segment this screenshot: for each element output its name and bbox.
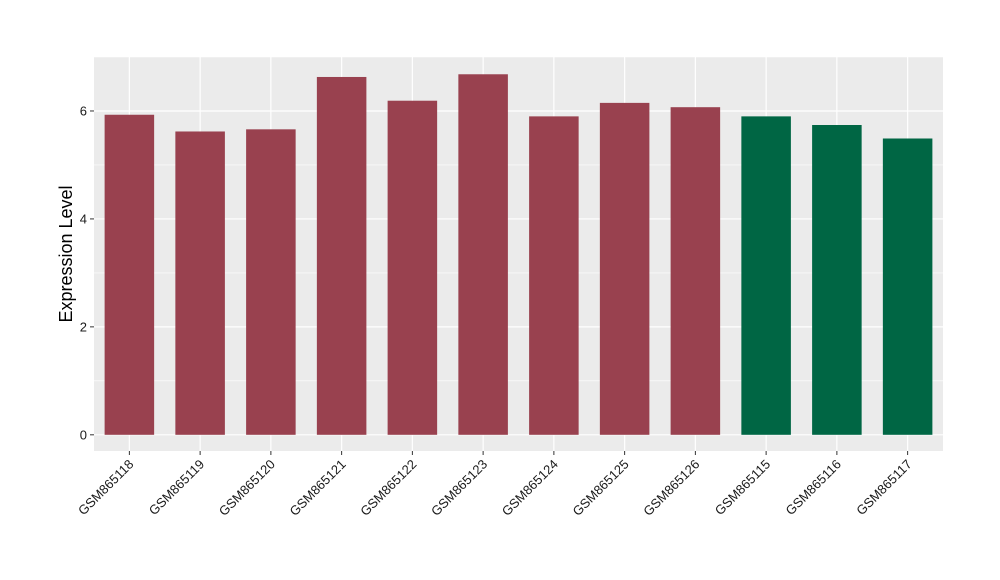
bar-GSM865118 xyxy=(104,114,155,435)
y-tick-label: 6 xyxy=(80,103,87,118)
bar-GSM865123 xyxy=(458,74,508,435)
bar-GSM865121 xyxy=(316,76,367,435)
x-tick-label: GSM865116 xyxy=(782,457,844,519)
x-tick-label: GSM865115 xyxy=(712,457,774,519)
x-tick-label: GSM865126 xyxy=(640,457,702,519)
bar-GSM865115 xyxy=(741,116,791,435)
plot-panel xyxy=(94,57,943,451)
x-tick-label: GSM865124 xyxy=(499,457,561,519)
bar-GSM865125 xyxy=(599,102,650,435)
x-tick-label: GSM865122 xyxy=(357,457,419,519)
bar-GSM865116 xyxy=(812,125,862,435)
x-tick-label: GSM865125 xyxy=(570,457,632,519)
x-tick-label: GSM865119 xyxy=(146,457,208,519)
bar-GSM865126 xyxy=(670,107,721,435)
y-axis-title: Expression Level xyxy=(56,185,76,322)
x-tick-label: GSM865117 xyxy=(853,457,915,519)
x-tick-label: GSM865123 xyxy=(428,457,490,519)
bar-GSM865120 xyxy=(246,129,296,435)
bar-GSM865122 xyxy=(387,100,438,435)
bars xyxy=(104,74,933,435)
x-axis: GSM865118 GSM865119 GSM865120 GSM865121 GSM8… xyxy=(75,451,915,519)
y-tick-label: 4 xyxy=(80,211,87,226)
y-axis: 0 2 4 6 xyxy=(80,103,94,442)
bar-GSM865117 xyxy=(882,138,933,435)
grid-minor xyxy=(94,56,943,382)
bar-GSM865124 xyxy=(529,116,579,435)
y-tick-label: 0 xyxy=(80,427,87,442)
x-tick-label: GSM865120 xyxy=(216,457,278,519)
x-tick-label: GSM865121 xyxy=(287,457,349,519)
bar-GSM865119 xyxy=(175,131,225,435)
y-tick-label: 2 xyxy=(80,319,87,334)
x-tick-label: GSM865118 xyxy=(75,457,137,519)
